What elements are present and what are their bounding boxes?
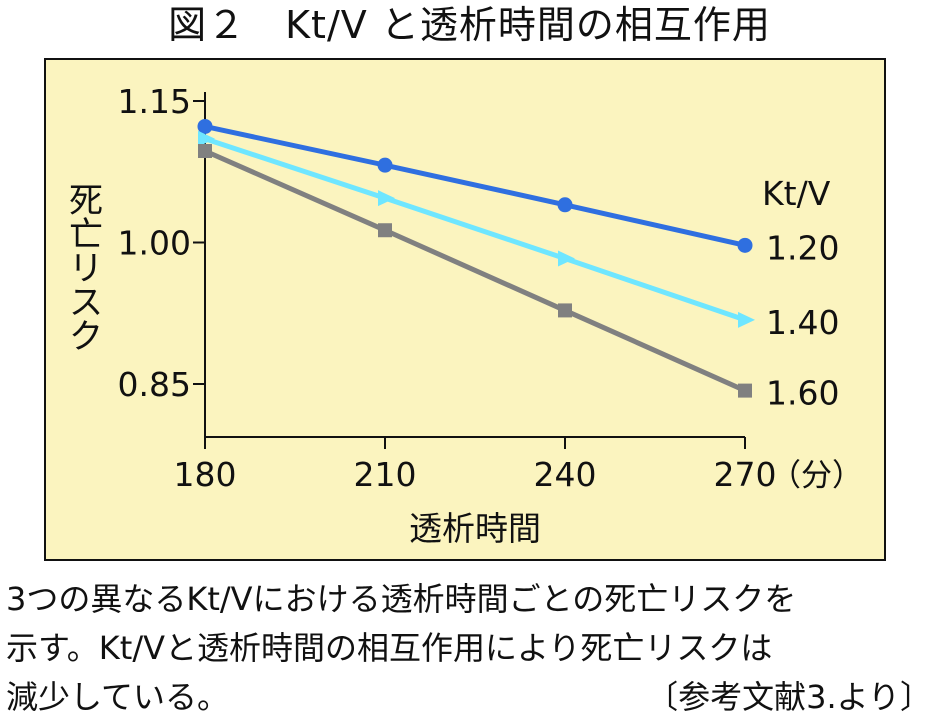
series-line bbox=[204, 124, 746, 248]
x-axis-label: 透析時間 bbox=[409, 509, 541, 548]
series-line bbox=[203, 148, 747, 393]
y-tick-label: 0.85 bbox=[118, 365, 191, 404]
caption-line-3: 減少している。 〔参考文献3.より〕 bbox=[6, 673, 936, 722]
y-tick-label: 1.15 bbox=[118, 82, 191, 121]
data-point bbox=[197, 118, 213, 134]
caption-reference: 〔参考文献3.より〕 bbox=[646, 678, 932, 716]
legend-label-1.60: 1.60 bbox=[766, 374, 839, 413]
x-tick-label: 270 bbox=[714, 455, 777, 494]
data-point bbox=[378, 223, 392, 238]
data-point bbox=[378, 190, 395, 207]
data-point bbox=[198, 130, 215, 147]
series-1.60: 1.60 bbox=[198, 143, 839, 413]
x-tick-label: 210 bbox=[354, 455, 417, 494]
data-point bbox=[558, 303, 572, 318]
data-point bbox=[377, 157, 393, 173]
data-point bbox=[558, 250, 575, 267]
data-point bbox=[557, 197, 573, 213]
figure-caption: 3つの異なるKt/Vにおける透析時間ごとの死亡リスクを 示す。Kt/Vと透析時間… bbox=[6, 575, 936, 722]
data-point bbox=[738, 311, 755, 328]
legend-label-1.20: 1.20 bbox=[766, 228, 839, 267]
series-1.40: 1.40 bbox=[198, 130, 839, 342]
chart-series: 1.20 1.40 1.60 bbox=[197, 118, 839, 413]
legend-title: Kt/V bbox=[762, 174, 831, 213]
data-point bbox=[737, 237, 753, 253]
y-tick-label: 1.00 bbox=[118, 224, 191, 263]
x-axis-unit: （分） bbox=[770, 458, 863, 494]
data-point bbox=[738, 383, 752, 398]
figure-title: 図２ Kt/V と透析時間の相互作用 bbox=[168, 3, 771, 47]
caption-line-2: 示す。Kt/Vと透析時間の相互作用により死亡リスクは bbox=[6, 629, 773, 667]
legend-label-1.40: 1.40 bbox=[766, 303, 839, 342]
series-1.20: 1.20 bbox=[197, 118, 839, 267]
x-tick-label: 180 bbox=[174, 455, 237, 494]
x-tick-label: 240 bbox=[534, 455, 597, 494]
data-point bbox=[198, 143, 212, 158]
y-axis-label: 死亡リスク bbox=[69, 181, 103, 357]
caption-line-3-text: 減少している。 bbox=[6, 678, 230, 716]
chart-axes: 1.15 1.00 0.85 180 210 240 270（分） bbox=[118, 82, 863, 494]
caption-line-1: 3つの異なるKt/Vにおける透析時間ごとの死亡リスクを bbox=[6, 580, 797, 618]
series-line bbox=[204, 136, 746, 323]
chart-panel bbox=[44, 58, 886, 561]
